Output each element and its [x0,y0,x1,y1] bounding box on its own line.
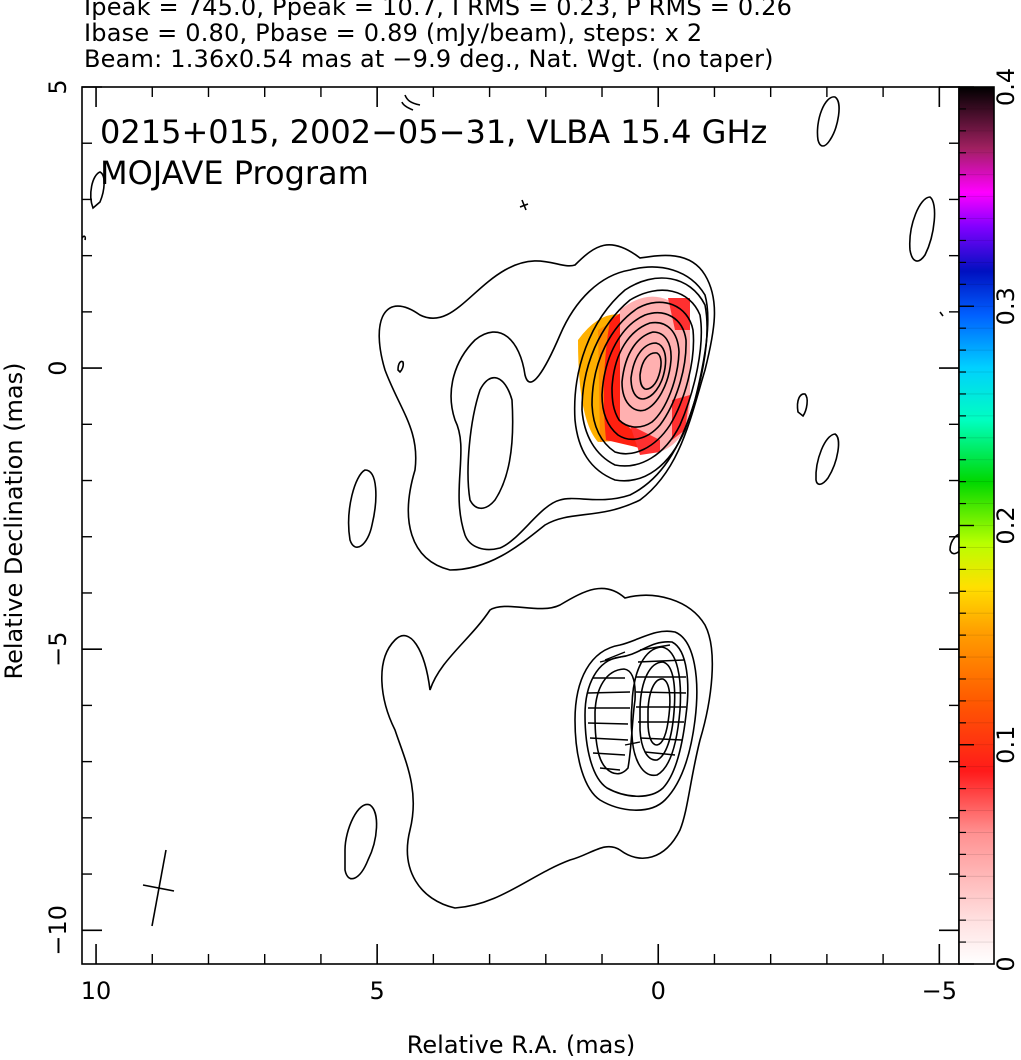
x-tick-label-0: 10 [81,977,112,1005]
contour-island-9 [397,360,405,374]
y-axis: 5 0 −5 −10 [44,79,959,956]
contour-core-9 [621,331,672,412]
plot-area: 0215+015, 2002−05−31, VLBA 15.4 GHz MOJA… [82,94,959,927]
colorbar-tick-label-4: 0.4 [992,68,1020,106]
contour-south-4 [594,668,636,775]
contour-core-3 [467,376,514,510]
header-line-1: Ipeak = 745.0, Ppeak = 10.7, I RMS = 0.2… [84,0,793,21]
contour-island-12 [939,311,944,317]
x-axis: 10 5 0 −5 [81,87,957,1005]
program-annotation: MOJAVE Program [100,154,369,192]
header-line-2: Ibase = 0.80, Pbase = 0.89 (mJy/beam), s… [84,19,703,47]
contour-island-8 [949,533,959,555]
x-axis-label: Relative R.A. (mas) [407,1031,635,1059]
contour-island-2 [344,803,378,880]
contour-core-7 [601,312,687,441]
contour-core-10 [630,342,667,400]
y-axis-label: Relative Declination (mas) [0,362,28,679]
colorbar-tick-label-0: 0 [992,956,1020,971]
colorbar-tick-label-1: 0.1 [992,726,1020,764]
contour-south-2 [574,630,698,811]
restoring-beam-marker [142,849,175,927]
minor-ticks [82,87,959,964]
contour-lines [82,94,959,909]
contour-core-2 [450,266,709,551]
y-tick-label-2: −5 [44,631,72,666]
plot-frame [81,86,960,965]
polarization-fraction-map [578,296,690,455]
contour-island-1 [347,469,377,548]
x-tick-label-3: −5 [922,977,957,1005]
contour-core-11 [639,352,662,390]
contour-island-7 [796,393,808,418]
contour-core-8 [611,321,680,428]
contour-south-5 [630,646,682,776]
contour-island-5 [909,196,936,262]
contour-core-5 [581,289,703,467]
contour-core-outer [378,243,716,571]
contour-south-6 [639,661,676,761]
polarization-vectors [587,644,687,771]
contour-core-6 [591,301,695,455]
header-line-3: Beam: 1.36x0.54 mas at −9.9 deg., Nat. W… [84,45,774,73]
contour-island-4 [816,96,840,147]
y-tick-label-1: 0 [44,360,72,375]
colorbar-tick-label-2: 0.2 [992,506,1020,544]
x-tick-label-1: 5 [370,977,385,1005]
contour-island-6 [815,433,840,486]
contour-island-10 [401,94,421,111]
x-tick-label-2: 0 [651,977,666,1005]
colorbar-tick-label-3: 0.3 [992,287,1020,325]
contour-island-3 [90,171,105,210]
source-annotation: 0215+015, 2002−05−31, VLBA 15.4 GHz [100,113,767,151]
y-tick-label-0: 5 [44,79,72,94]
colorbar-axis: 0 0.1 0.2 0.3 0.4 [959,68,1020,972]
contour-south-7 [647,678,671,746]
contour-island-11 [519,199,529,211]
map-header: Ipeak = 745.0, Ppeak = 10.7, I RMS = 0.2… [84,0,1014,72]
contour-core-4 [573,277,708,482]
contour-south-3 [584,641,689,798]
y-tick-label-3: −10 [44,905,72,956]
contour-south-outer [381,587,714,909]
